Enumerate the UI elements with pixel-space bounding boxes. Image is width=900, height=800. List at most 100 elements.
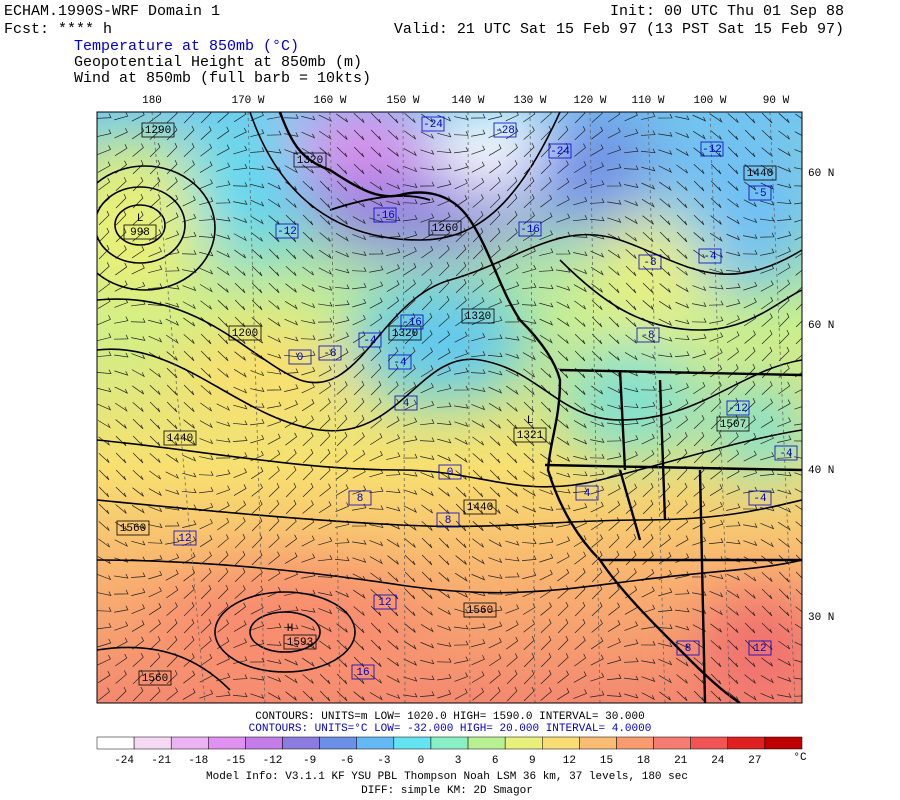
wind-barb: [165, 453, 179, 463]
wind-barb: [336, 113, 349, 123]
wind-barb: [148, 603, 162, 616]
wind-barb: [166, 436, 178, 446]
wind-barb: [488, 653, 502, 667]
wind-barb: [608, 533, 620, 549]
wind-barb: [744, 112, 756, 124]
wind-barb: [437, 625, 452, 632]
wind-barb: [250, 387, 265, 392]
height-label: 1560: [142, 673, 168, 685]
wind-barb: [589, 198, 605, 204]
wind-barb: [234, 266, 246, 276]
wind-barb: [283, 114, 299, 119]
height-label-box: [388, 325, 422, 341]
wind-barb: [778, 279, 790, 293]
wind-barb: [693, 415, 705, 430]
wind-barb: [743, 297, 757, 309]
height-label: 1440: [467, 502, 493, 514]
wind-barb: [471, 573, 486, 581]
wind-barb: [641, 148, 656, 154]
wind-barb: [760, 470, 775, 477]
wind-barb: [574, 143, 586, 157]
wind-barb: [574, 402, 586, 412]
wind-barb: [641, 112, 656, 120]
wind-barb: [795, 113, 802, 120]
wind-barb: [472, 453, 484, 463]
wind-barb: [131, 588, 146, 596]
wind-barb: [523, 112, 536, 123]
wind-barb: [97, 574, 112, 581]
wind-barb: [98, 687, 110, 701]
wind-barb: [233, 468, 247, 479]
wind-barb: [539, 506, 554, 511]
wind-barb: [573, 455, 588, 461]
wind-barb: [215, 453, 231, 459]
wind-barb: [523, 401, 535, 413]
wind-barb: [506, 452, 518, 464]
wind-barb: [709, 591, 724, 598]
wind-barb: [471, 161, 485, 173]
wind-barb: [658, 400, 673, 410]
wind-barb: [675, 383, 689, 394]
wind-barb: [590, 501, 604, 513]
wind-barb: [97, 113, 112, 119]
wind-barb: [556, 285, 571, 291]
wind-barb: [540, 670, 552, 685]
wind-barb: [523, 211, 535, 225]
wind-barb: [113, 334, 129, 340]
wind-barb: [692, 333, 707, 341]
wind-barb: [640, 386, 656, 391]
wind-barb: [148, 523, 163, 528]
wind-barb: [318, 267, 333, 275]
colorbar-swatch: [653, 736, 691, 750]
wind-barb: [556, 688, 570, 700]
wind-barb: [268, 482, 280, 498]
wind-barb: [368, 249, 384, 255]
wind-barb: [115, 193, 127, 209]
wind-barb: [97, 638, 112, 648]
wind-barb: [149, 418, 161, 430]
wind-barb: [420, 488, 434, 497]
wind-barb: [523, 159, 535, 175]
wind-barb: [217, 602, 229, 617]
wind-barb: [557, 384, 569, 396]
wind-barb: [336, 130, 348, 140]
wind-barb: [676, 197, 688, 209]
wind-barb: [506, 653, 518, 667]
wind-barb: [336, 180, 348, 192]
wind-barb: [455, 261, 467, 277]
wind-barb: [147, 283, 163, 289]
temperature-label-box: [388, 354, 412, 370]
wind-barb: [691, 572, 707, 578]
wind-barb: [149, 194, 161, 208]
wind-barb: [641, 182, 656, 190]
temperature-label-box: [318, 345, 342, 361]
colorbar-swatch: [393, 736, 432, 750]
wind-barb: [489, 262, 502, 276]
wind-barb: [573, 689, 588, 699]
wind-barb: [233, 112, 247, 123]
wind-barb: [777, 676, 792, 682]
wind-barb: [114, 316, 129, 324]
wind-barb: [97, 129, 112, 137]
wind-barb: [623, 657, 639, 663]
wind-barb: [233, 484, 247, 496]
wind-barb: [557, 317, 570, 327]
wind-barb: [182, 195, 196, 207]
wind-barb: [778, 605, 790, 617]
wind-barb: [659, 248, 671, 260]
wind-barb: [658, 318, 673, 326]
wind-barb: [522, 229, 536, 242]
wind-barb: [454, 178, 468, 190]
wind-barb: [591, 534, 603, 548]
wind-barb: [319, 197, 331, 209]
wind-barb: [489, 504, 501, 514]
wind-barb: [182, 454, 197, 462]
wind-barb: [574, 350, 586, 362]
wind-barb: [420, 419, 435, 426]
wind-barb: [557, 112, 569, 124]
temperature-label-box: [288, 349, 312, 365]
wind-barb: [488, 352, 503, 358]
wind-barb: [369, 297, 383, 309]
wind-barb: [165, 318, 180, 326]
wind-barb: [540, 652, 552, 668]
